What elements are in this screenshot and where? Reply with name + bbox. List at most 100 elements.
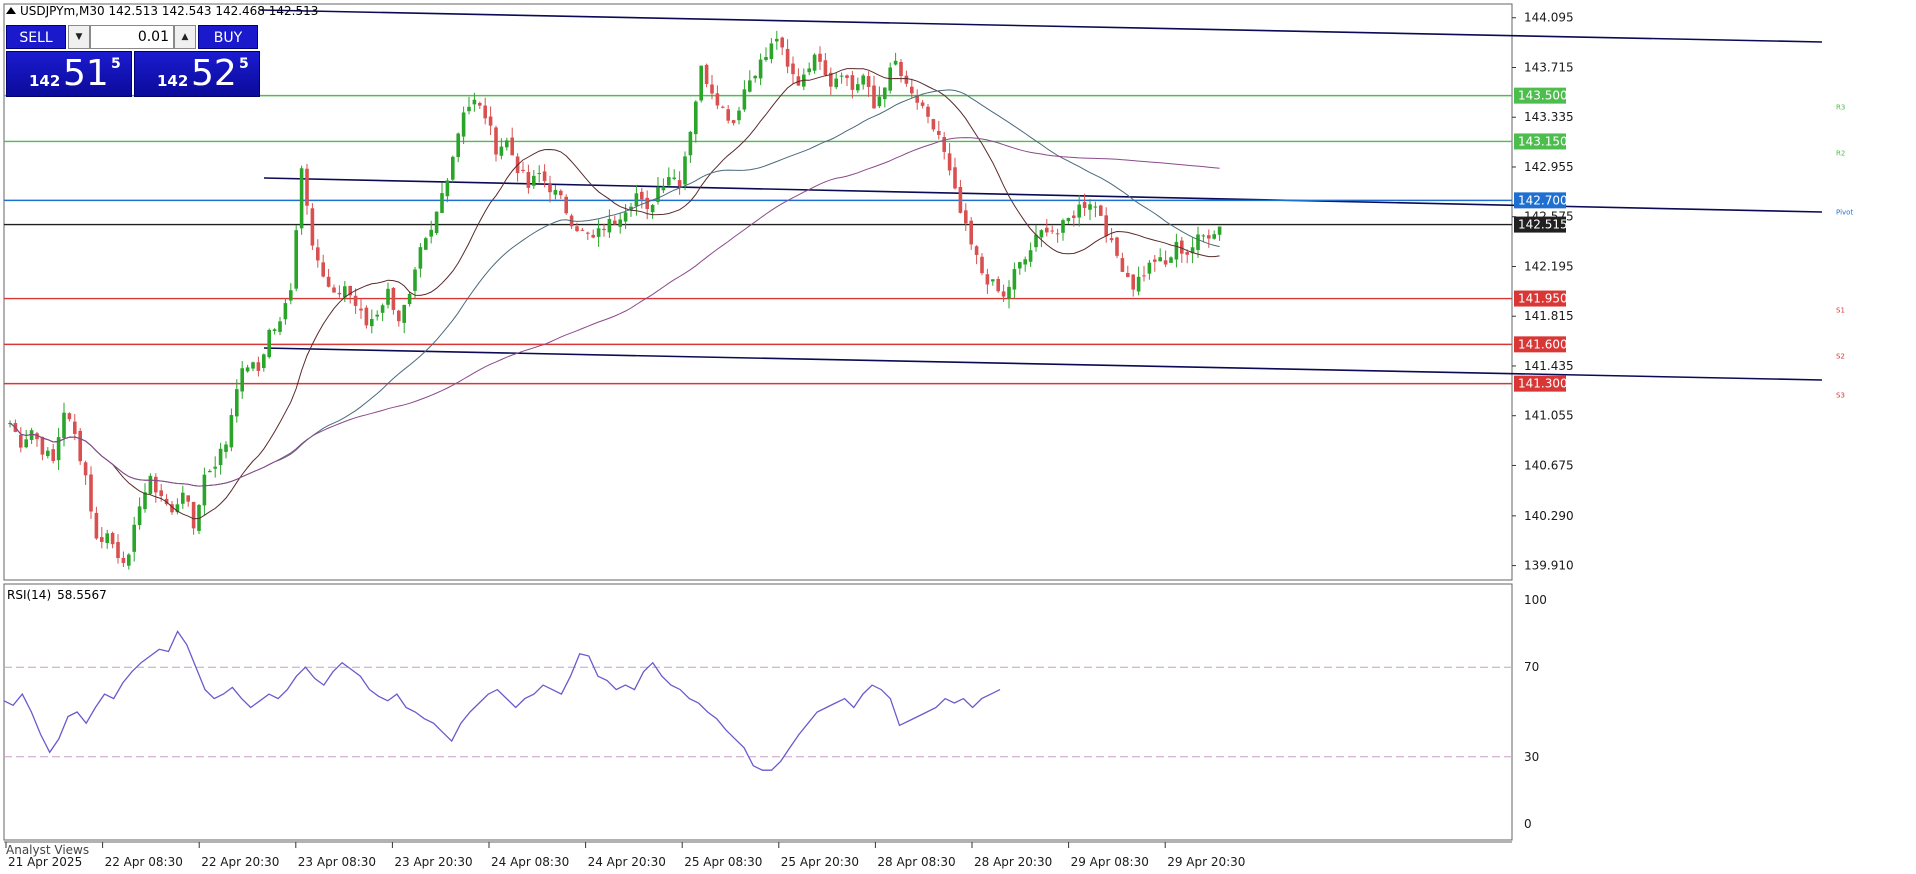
candle-body	[224, 444, 228, 452]
candle-body	[1153, 259, 1157, 262]
sell-button[interactable]: SELL	[6, 25, 66, 49]
candle-body	[1001, 291, 1006, 297]
sell-price-main: 51	[63, 53, 109, 94]
price-tick-label: 140.290	[1524, 509, 1574, 523]
price-tick-label: 144.095	[1524, 11, 1574, 25]
candle-body	[883, 87, 887, 100]
candle-body	[775, 38, 779, 42]
candle-body	[1174, 241, 1179, 260]
candle-body	[483, 105, 487, 119]
ma-slow-line	[9, 137, 1220, 487]
candle-body	[861, 75, 865, 85]
candle-body	[461, 112, 466, 137]
channel-lower-line	[263, 347, 1823, 381]
candle-body	[429, 229, 433, 237]
candle-body	[51, 449, 55, 462]
candle-body	[818, 53, 822, 62]
candle-body	[564, 196, 568, 214]
candle-body	[1039, 230, 1044, 238]
candle-body	[299, 168, 304, 229]
candle-body	[796, 76, 801, 86]
collapse-triangle-icon[interactable]	[6, 7, 16, 14]
candle-body	[488, 116, 493, 126]
candle-body	[505, 140, 509, 148]
time-tick-label: 25 Apr 08:30	[684, 855, 762, 869]
candle-body	[629, 206, 633, 210]
candle-body	[947, 153, 952, 171]
candle-body	[478, 102, 482, 106]
one-click-trading-panel: SELL ▼ ▲ BUY 142 51 5 142 52 5	[6, 25, 260, 97]
candle-body	[1142, 275, 1146, 277]
candle-body	[305, 168, 309, 206]
level-price-label: 141.600	[1518, 337, 1568, 351]
candle-body	[451, 156, 455, 180]
time-tick-label: 22 Apr 20:30	[201, 855, 279, 869]
time-tick-label: 24 Apr 08:30	[491, 855, 569, 869]
candle-body	[980, 256, 984, 274]
candle-body	[402, 304, 406, 323]
level-name-label: S3	[1836, 392, 1845, 400]
candle-body	[623, 212, 628, 222]
level-price-tag	[1514, 290, 1566, 307]
candle-body	[1169, 257, 1173, 263]
candle-body	[316, 247, 320, 261]
candle-body	[710, 84, 714, 94]
candle-body	[332, 287, 336, 293]
candle-body	[407, 293, 412, 305]
candle-body	[677, 180, 682, 187]
candle-body	[812, 54, 817, 71]
channel-middle-line	[263, 177, 1823, 213]
candle-body	[1109, 238, 1114, 241]
ma-mid-line	[9, 89, 1220, 487]
sell-price-prefix: 142	[29, 72, 61, 90]
candle-body	[974, 246, 979, 255]
analyst-views-tab[interactable]: Analyst Views	[6, 843, 90, 857]
time-tick-label: 29 Apr 20:30	[1167, 855, 1245, 869]
candle-body	[953, 167, 957, 189]
buy-price-pip: 5	[239, 56, 249, 72]
level-price-tag	[1514, 87, 1566, 104]
price-tick-label: 142.955	[1524, 160, 1574, 174]
candle-body	[499, 146, 504, 156]
candle-body	[532, 175, 536, 186]
candle-body	[667, 177, 671, 186]
candle-body	[186, 495, 190, 502]
candle-body	[1050, 230, 1054, 232]
candle-body	[872, 85, 876, 109]
candle-body	[618, 219, 622, 227]
candle-body	[235, 389, 239, 417]
candle-body	[602, 228, 606, 231]
lot-size-input[interactable]	[90, 25, 174, 49]
candle-body	[418, 247, 423, 269]
candle-body	[40, 436, 45, 455]
candle-body	[607, 218, 612, 233]
candle-body	[586, 232, 590, 234]
candle-body	[856, 84, 860, 91]
candle-body	[785, 48, 790, 67]
candle-body	[29, 430, 34, 440]
buy-price-main: 52	[191, 53, 237, 94]
candle-body	[613, 220, 617, 225]
candle-body	[634, 193, 639, 207]
candle-body	[310, 208, 315, 246]
candle-body	[240, 368, 244, 392]
candle-body	[839, 75, 844, 77]
candle-body	[73, 421, 77, 434]
candle-body	[1158, 257, 1162, 262]
price-tick-label: 143.715	[1524, 60, 1574, 74]
candle-body	[521, 169, 525, 172]
candle-body	[110, 532, 115, 545]
candle-body	[434, 211, 439, 234]
candle-body	[1012, 269, 1017, 290]
candle-body	[650, 205, 655, 213]
candle-body	[1147, 262, 1152, 274]
lot-decrease-icon[interactable]: ▼	[68, 25, 90, 49]
candle-body	[548, 184, 552, 193]
lot-increase-icon[interactable]: ▲	[174, 25, 196, 49]
time-tick-label: 28 Apr 08:30	[877, 855, 955, 869]
buy-price-box[interactable]: 142 52 5	[134, 51, 260, 97]
buy-button[interactable]: BUY	[198, 25, 258, 49]
sell-price-box[interactable]: 142 51 5	[6, 51, 132, 97]
